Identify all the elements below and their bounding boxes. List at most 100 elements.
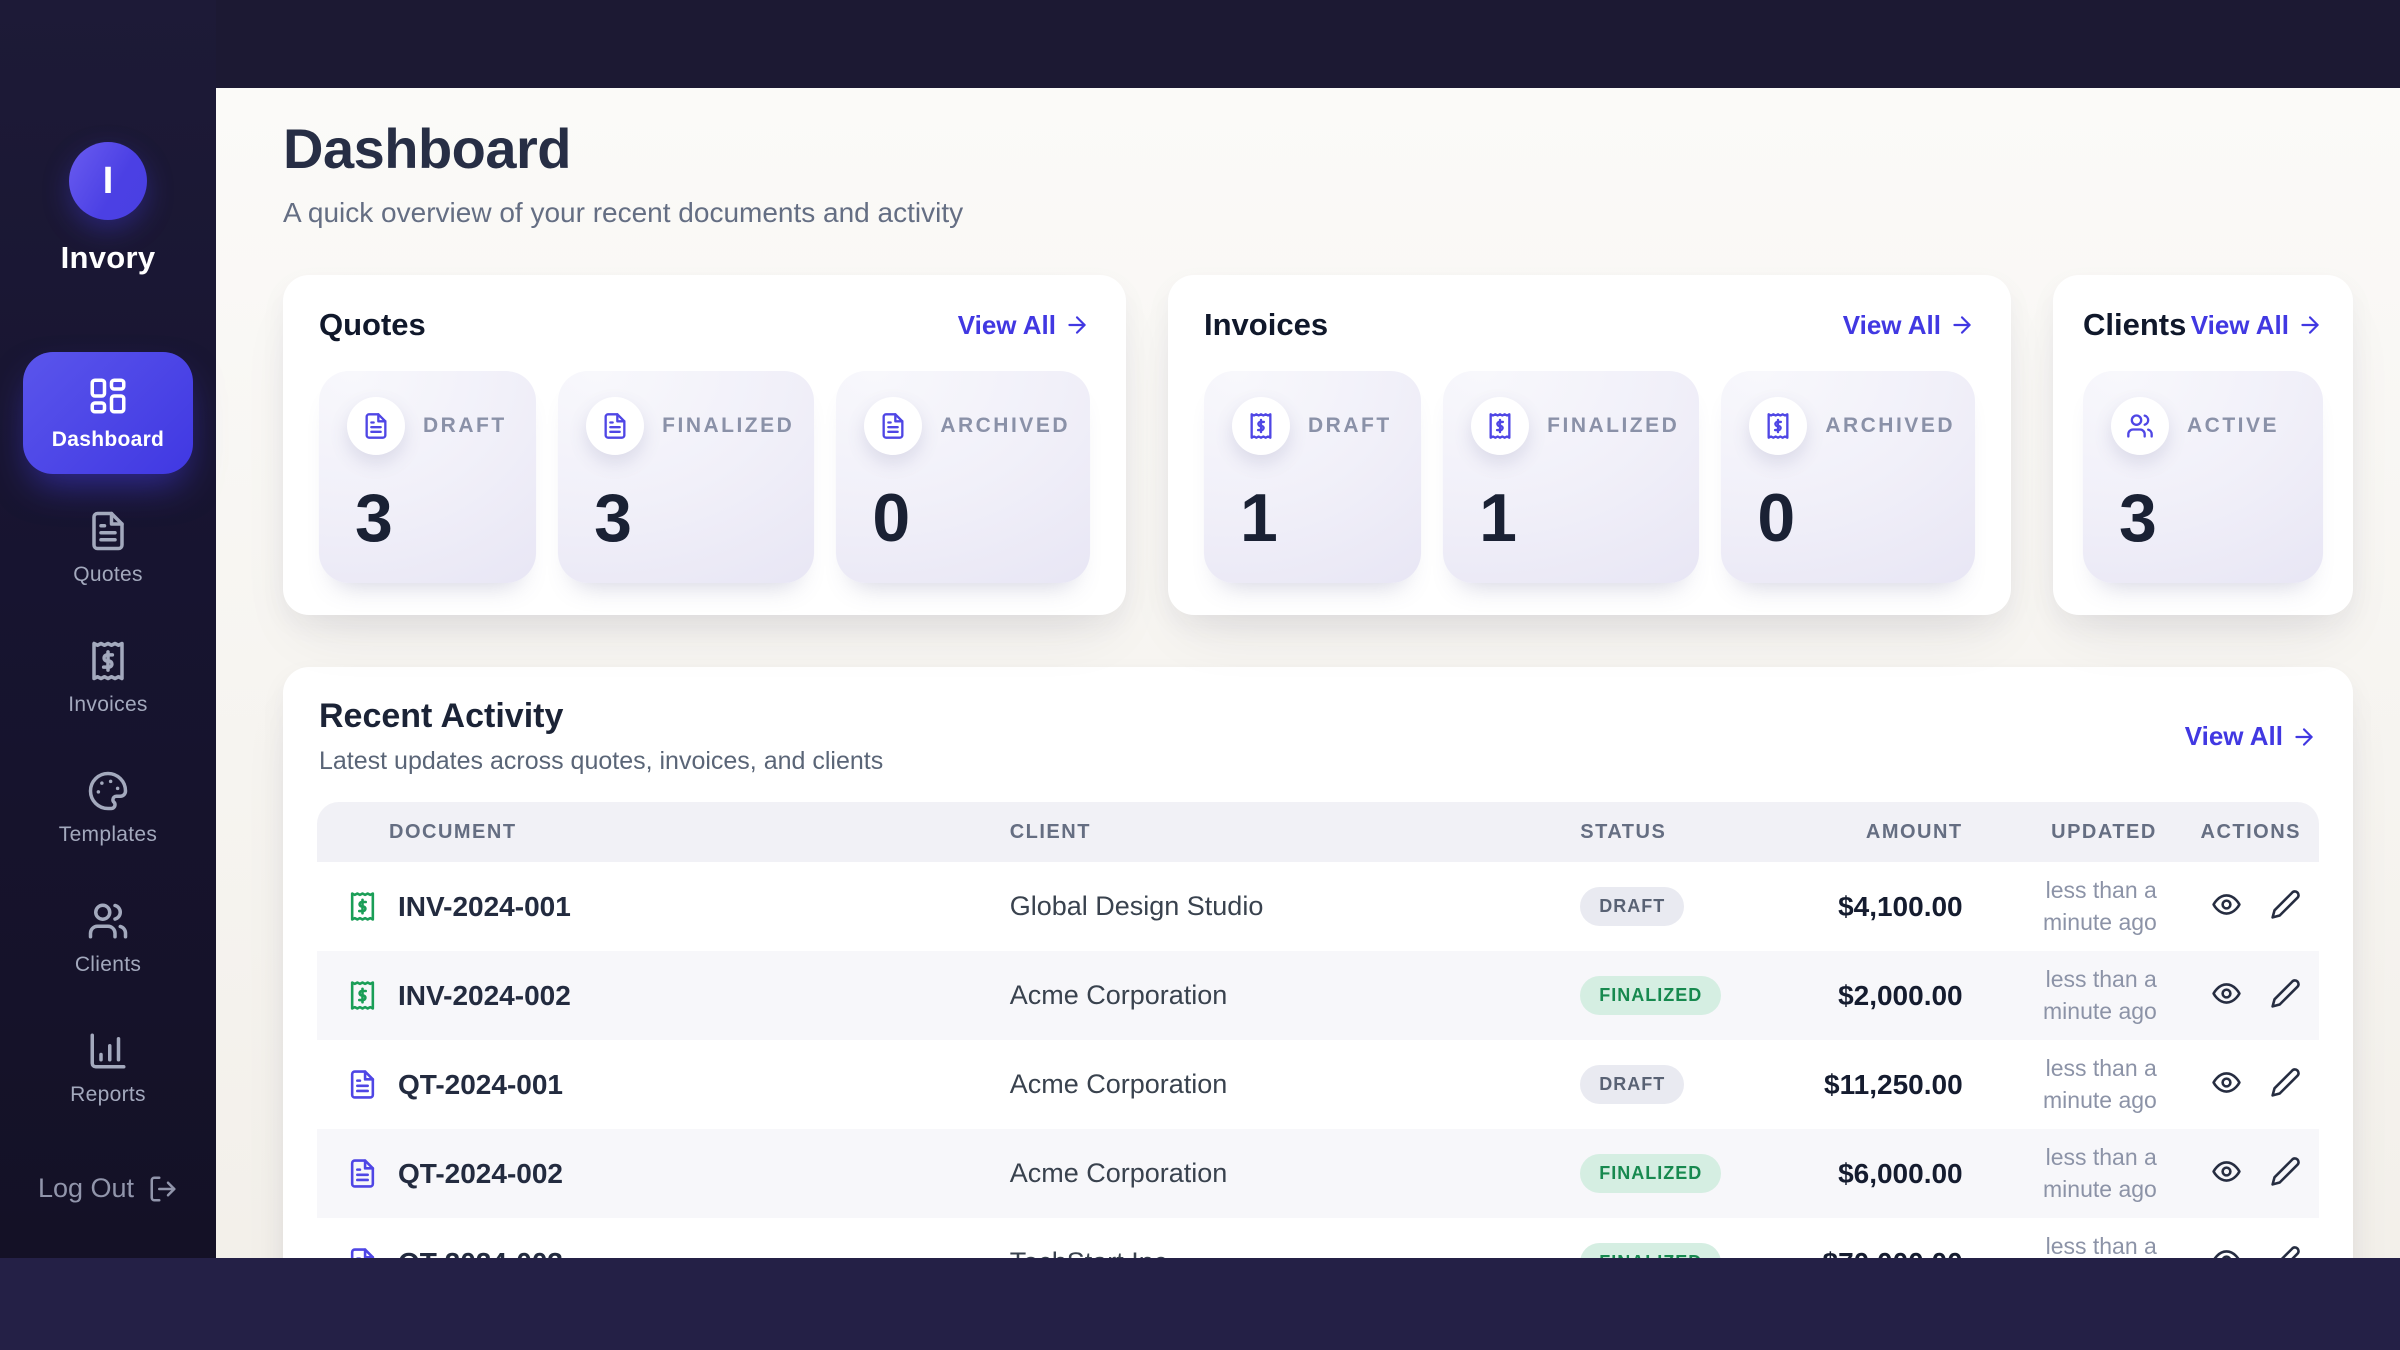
sidebar-item-reports[interactable]: Reports (23, 1003, 193, 1133)
stat-value: 3 (355, 480, 393, 556)
app-logo: I (69, 142, 147, 220)
page-title: Dashboard (283, 117, 572, 180)
status-badge: FINALIZED (1580, 1154, 1722, 1193)
view-all-link-clients[interactable]: View All (2191, 310, 2323, 341)
summary-cards-row: Quotes View All DRAFT 3 FINALIZED 3 ARCHIVED 0 I… (283, 275, 2353, 615)
column-header-document: DOCUMENT (389, 820, 517, 843)
stat-label: FINALIZED (662, 414, 795, 437)
sidebar-item-label: Quotes (73, 562, 143, 586)
stat-tile-archived: ARCHIVED 0 (1721, 371, 1975, 583)
stat-icon-chip (1749, 397, 1808, 455)
logout-button[interactable]: Log Out (38, 1173, 178, 1204)
status-badge: FINALIZED (1580, 976, 1722, 1015)
sidebar-item-label: Reports (70, 1082, 146, 1106)
stat-label: ACTIVE (2187, 414, 2280, 437)
sidebar-nav: Dashboard Quotes Invoices Templates Clients R… (0, 352, 216, 1133)
table-row: INV-2024-002 Acme Corporation FINALIZED $2,… (317, 951, 2319, 1040)
receipt-icon (1489, 413, 1511, 439)
stat-tile-archived: ARCHIVED 0 (836, 371, 1090, 583)
arrow-right-icon (1953, 316, 1971, 334)
stat-tile-finalized: FINALIZED 3 (558, 371, 815, 583)
receipt-icon (350, 892, 375, 921)
edit-button[interactable] (2270, 1067, 2301, 1098)
eye-icon (2212, 982, 2241, 1004)
sidebar-item-invoices[interactable]: Invoices (23, 613, 193, 743)
pencil-icon (2271, 889, 2300, 919)
file-document-icon (882, 413, 904, 439)
arrow-right-icon (2291, 724, 2317, 750)
view-button[interactable] (2211, 978, 2242, 1009)
summary-card-clients: Clients View All ACTIVE 3 (2053, 275, 2353, 615)
dashboard-grid-icon (90, 378, 126, 413)
amount-value: $11,250.00 (1824, 1068, 1963, 1100)
users-icon (2127, 414, 2153, 438)
arrow-right-icon (2301, 316, 2319, 334)
view-all-link[interactable]: View All (2185, 721, 2317, 752)
stat-value: 3 (2119, 480, 2157, 556)
document-id: QT-2024-002 (398, 1157, 563, 1189)
amount-value: $2,000.00 (1838, 979, 1963, 1011)
view-all-label: View All (2184, 721, 2283, 751)
edit-button[interactable] (2270, 978, 2301, 1009)
table-row: INV-2024-001 Global Design Studio DRAFT $4,… (317, 862, 2319, 951)
stat-tile-draft: DRAFT 3 (319, 371, 537, 583)
updated-time: less than a minute ago (2043, 966, 2157, 1024)
edit-button[interactable] (2270, 1156, 2301, 1187)
main-content: Dashboard A quick overview of your recen… (216, 88, 2400, 1350)
file-document-icon (92, 511, 124, 550)
arrow-right-icon (2295, 727, 2313, 746)
sidebar-item-clients[interactable]: Clients (23, 873, 193, 1003)
summary-card-invoices: Invoices View All DRAFT 1 FINALIZED 1 ARCHIVED… (1168, 275, 2011, 615)
column-header-updated: UPDATED (2051, 820, 2157, 843)
view-button[interactable] (2211, 1156, 2242, 1187)
column-header-amount: AMOUNT (1865, 820, 1963, 843)
document-id: INV-2024-002 (398, 979, 571, 1011)
stat-icon-chip (586, 397, 645, 455)
app-name: Invory (60, 240, 156, 275)
stat-label: ARCHIVED (940, 414, 1070, 437)
status-badge: DRAFT (1580, 1065, 1685, 1104)
updated-time: less than a minute ago (2043, 1144, 2157, 1202)
client-name: Acme Corporation (1009, 980, 1228, 1010)
sidebar-item-label: Invoices (68, 692, 148, 716)
stat-label: DRAFT (1308, 414, 1392, 437)
stat-icon-chip (1471, 397, 1530, 455)
sidebar-item-quotes[interactable]: Quotes (23, 483, 193, 613)
view-all-link-invoices[interactable]: View All (1843, 310, 1975, 341)
edit-button[interactable] (2270, 889, 2301, 920)
table-row: QT-2024-002 Acme Corporation FINALIZED $6,0… (317, 1129, 2319, 1218)
file-document-icon (365, 413, 387, 439)
updated-time: less than a minute ago (2043, 877, 2157, 935)
pencil-icon (2271, 1067, 2300, 1097)
table-row: QT-2024-001 Acme Corporation DRAFT $11,250.… (317, 1040, 2319, 1129)
receipt-icon (1767, 413, 1789, 439)
stat-tile-draft: DRAFT 1 (1204, 371, 1422, 583)
column-header-status: STATUS (1580, 820, 1667, 843)
bar-chart-icon (90, 1033, 126, 1068)
stat-tile-finalized: FINALIZED 1 (1443, 371, 1700, 583)
stat-icon-chip (347, 397, 405, 455)
receipt-icon (350, 981, 375, 1010)
stat-label: FINALIZED (1547, 414, 1680, 437)
receipt-icon (1250, 413, 1272, 439)
stat-tile-active: ACTIVE 3 (2083, 371, 2323, 583)
amount-value: $6,000.00 (1838, 1157, 1963, 1189)
view-all-label: View All (957, 309, 1056, 340)
eye-icon (2212, 1071, 2241, 1093)
log-out-icon (148, 1174, 178, 1204)
view-button[interactable] (2211, 1067, 2242, 1098)
sidebar-item-dashboard[interactable]: Dashboard (23, 352, 193, 474)
palette-icon (88, 771, 128, 810)
document-id: QT-2024-001 (398, 1068, 563, 1100)
sidebar-item-templates[interactable]: Templates (23, 743, 193, 873)
stat-icon-chip (2111, 397, 2169, 455)
view-button[interactable] (2211, 889, 2242, 920)
amount-value: $4,100.00 (1838, 890, 1963, 922)
card-title: Invoices (1204, 307, 1329, 342)
stat-label: ARCHIVED (1825, 414, 1955, 437)
view-all-link-quotes[interactable]: View All (958, 310, 1090, 341)
stat-value: 1 (1240, 480, 1278, 556)
file-document-icon (350, 1159, 375, 1188)
stat-value: 3 (594, 480, 632, 556)
logo-letter: I (102, 159, 114, 202)
